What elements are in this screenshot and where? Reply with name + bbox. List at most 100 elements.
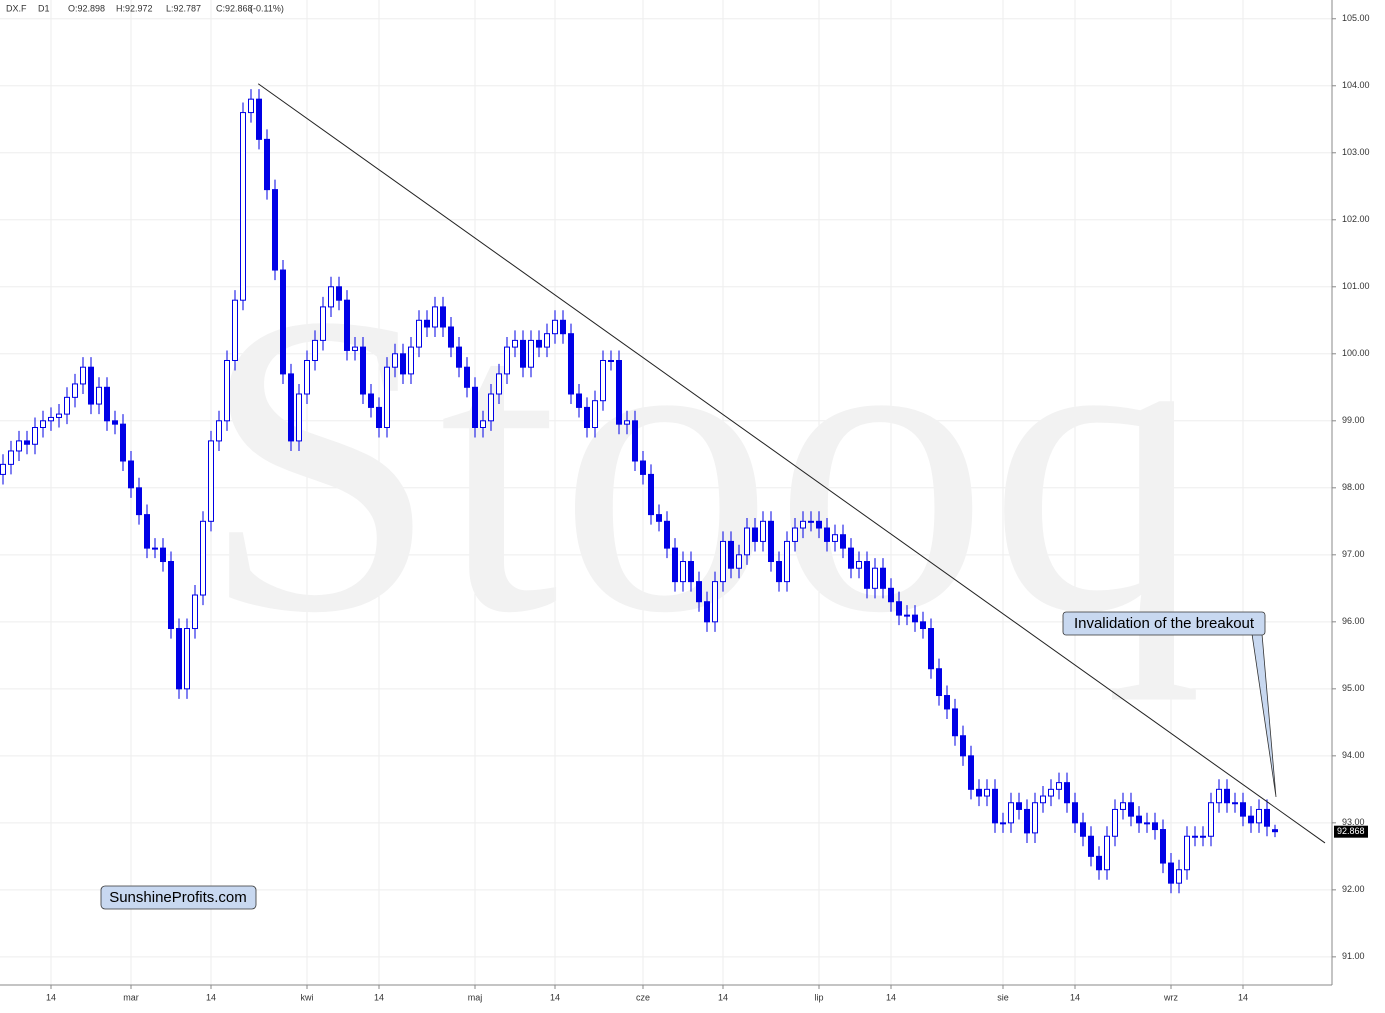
candle-body [432, 306, 438, 328]
y-tick-label: 97.00 [1342, 549, 1365, 559]
candle-body [544, 333, 550, 348]
x-tick-label: 14 [1238, 992, 1248, 1002]
candle-body [608, 359, 614, 362]
callout-box [1062, 611, 1266, 636]
callout-text: Invalidation of the breakout [1074, 615, 1255, 632]
candle-body [1240, 802, 1246, 817]
candle-body [336, 286, 342, 301]
candle-body [512, 339, 518, 348]
candle-body [1272, 829, 1278, 833]
candle-body [632, 420, 638, 462]
y-tick-label: 100.00 [1342, 348, 1370, 358]
last-price-box [1334, 825, 1368, 838]
candle-body [0, 463, 6, 475]
quote-open: O:92.898 [68, 3, 105, 13]
y-tick-label: 91.00 [1342, 951, 1365, 961]
candle-body [32, 427, 38, 445]
watermark: Stooq [200, 226, 1204, 702]
candle-body [704, 601, 710, 623]
candle-body [416, 319, 422, 348]
candle-body [368, 393, 374, 408]
quote-close: C:92.868 [216, 3, 253, 13]
candle-body [80, 366, 86, 385]
candle-body [880, 567, 886, 589]
brand-box [100, 885, 257, 910]
candle-body [1184, 835, 1190, 871]
candles-layer [0, 83, 1326, 894]
last-price-label: 92.868 [1337, 826, 1365, 836]
candle-body [624, 420, 630, 425]
candle-body [520, 339, 526, 368]
candle-body [256, 98, 262, 140]
x-tick-label: mar [123, 992, 139, 1002]
candle-body [464, 366, 470, 388]
candle-body [1080, 822, 1086, 837]
candle-body [1224, 788, 1230, 804]
candle-body [8, 450, 14, 465]
candle-body [384, 366, 390, 429]
candle-body [840, 534, 846, 549]
y-tick-label: 95.00 [1342, 683, 1365, 693]
x-tick-label: kwi [301, 992, 314, 1002]
candle-body [984, 788, 990, 797]
candle-body [344, 299, 350, 351]
candle-body [920, 621, 926, 630]
candle-body [392, 353, 398, 368]
candle-body [448, 326, 454, 348]
y-tick-label: 94.00 [1342, 750, 1365, 760]
candle-body [48, 416, 54, 422]
candle-body [376, 406, 382, 429]
interval: D1 [38, 3, 50, 13]
candle-body [1168, 862, 1174, 884]
candle-body [136, 487, 142, 516]
candle-body [648, 473, 654, 516]
candle-body [792, 527, 798, 542]
candle-body [1216, 788, 1222, 804]
y-tick-label: 102.00 [1342, 214, 1370, 224]
quote-change: (-0.11%) [250, 3, 284, 13]
candle-body [192, 594, 198, 630]
x-tick-label: sie [997, 992, 1009, 1002]
candle-body [1232, 802, 1238, 805]
candle-body [1264, 808, 1270, 827]
trend-line [257, 83, 1326, 844]
candle-body [616, 359, 622, 425]
candle-body [216, 420, 222, 442]
quote-low: L:92.787 [166, 3, 201, 13]
candle-body [528, 339, 534, 368]
candle-body [912, 614, 918, 623]
candle-body [1192, 835, 1198, 838]
candle-body [944, 695, 950, 710]
candle-body [848, 547, 854, 569]
candle-body [296, 393, 302, 442]
y-tick-label: 98.00 [1342, 482, 1365, 492]
candle-body [1032, 802, 1038, 834]
candle-body [152, 547, 158, 550]
candle-body [752, 527, 758, 542]
candle-body [976, 788, 982, 797]
x-tick-label: 14 [374, 992, 384, 1002]
candle-body [1064, 782, 1070, 804]
y-tick-label: 103.00 [1342, 147, 1370, 157]
candle-body [56, 413, 62, 418]
candle-body [304, 359, 310, 395]
candle-body [576, 393, 582, 408]
candle-body [240, 112, 246, 301]
candle-body [1128, 802, 1134, 817]
candle-body [488, 393, 494, 422]
candle-body [360, 346, 366, 395]
candle-body [472, 386, 478, 429]
candle-body [1000, 822, 1006, 825]
y-tick-label: 104.00 [1342, 80, 1370, 90]
candle-body [968, 755, 974, 790]
candle-body [320, 306, 326, 341]
candle-body [1112, 808, 1118, 837]
x-tick-label: maj [468, 992, 483, 1002]
candle-body [1040, 795, 1046, 804]
candle-body [824, 527, 830, 542]
candle-body [1072, 802, 1078, 824]
candle-body [712, 581, 718, 623]
candle-body [1144, 822, 1150, 825]
candle-body [1048, 788, 1054, 797]
x-tick-label: wrz [1163, 992, 1178, 1002]
